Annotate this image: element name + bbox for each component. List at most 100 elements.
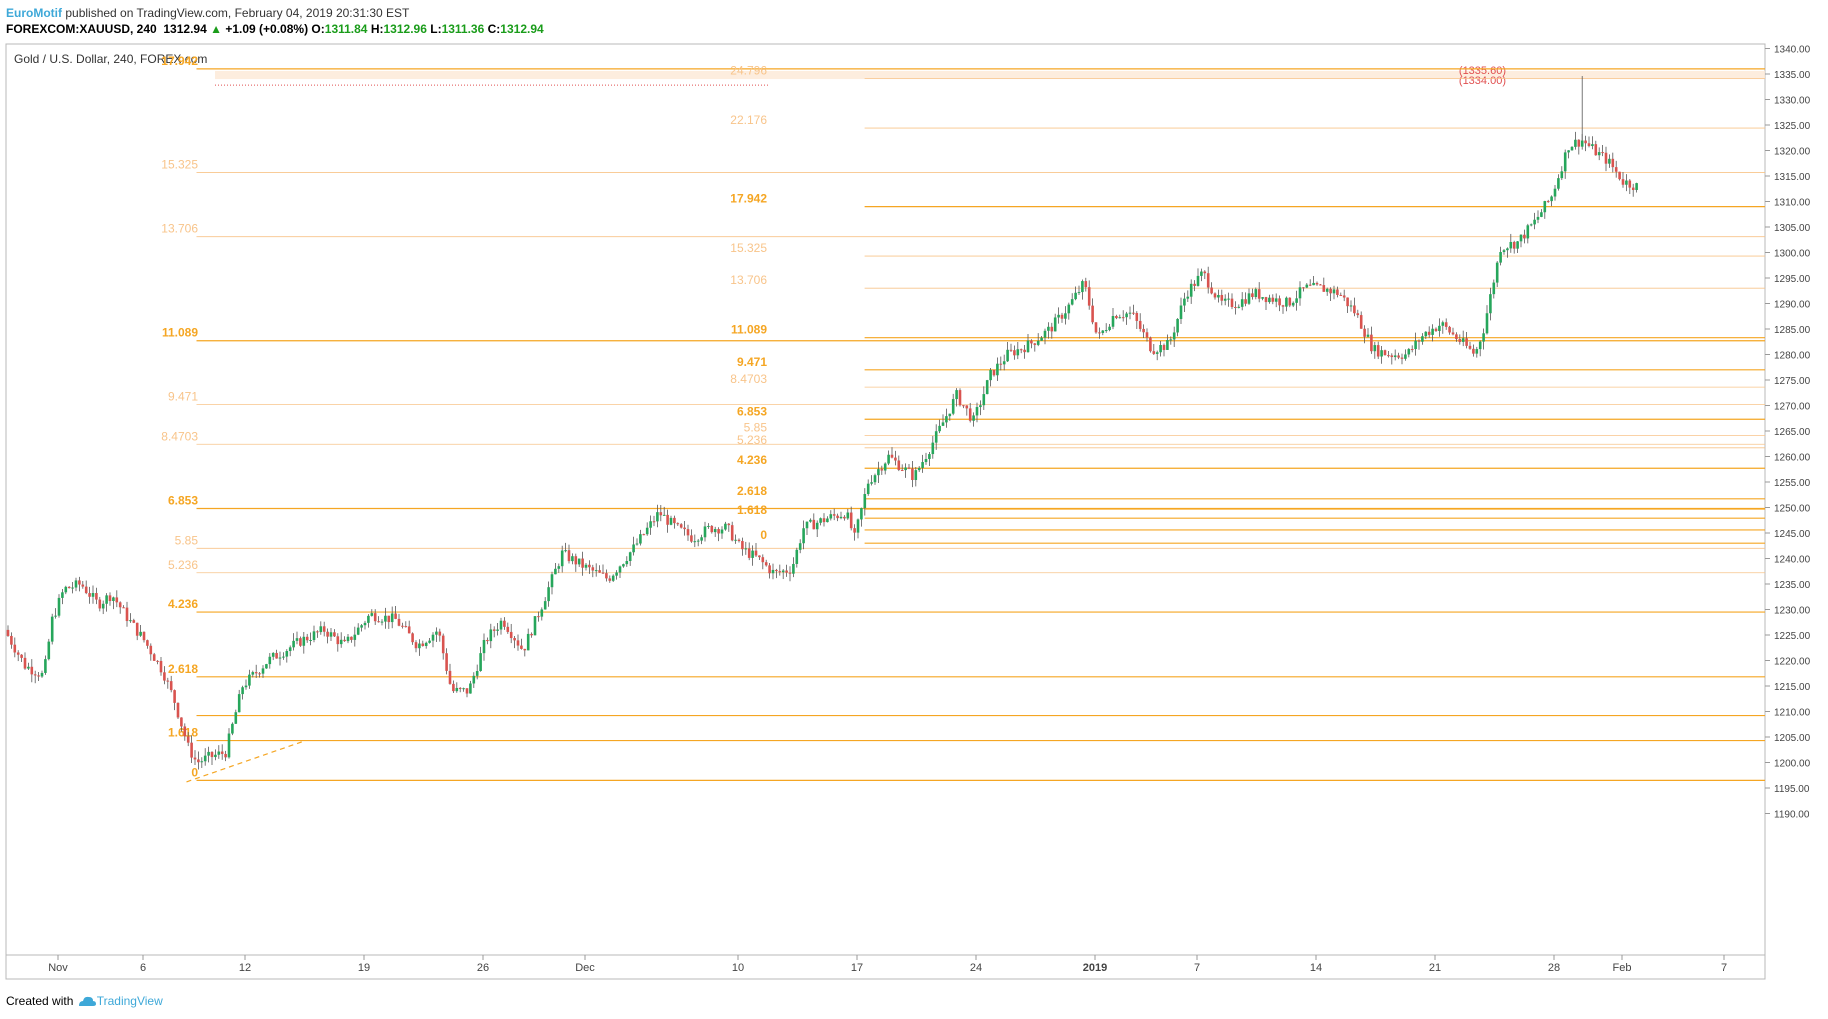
footer: Created with TradingView	[6, 994, 163, 1011]
candle-up	[924, 458, 928, 463]
fib-left-level-label: 11.089	[162, 326, 198, 340]
candle-down	[1098, 332, 1101, 334]
candle-up	[227, 733, 231, 758]
candle-down	[394, 613, 397, 619]
candle-up	[1196, 275, 1200, 286]
candle-down	[1281, 305, 1285, 307]
fib-right-level-label: 1.618	[737, 503, 767, 517]
candle-down	[686, 529, 690, 536]
candle-down	[84, 586, 88, 594]
candle-up	[329, 632, 333, 637]
candle-up	[829, 514, 833, 519]
candle-up	[809, 519, 812, 522]
candle-up	[71, 587, 74, 589]
y-tick-label: 1270.00	[1774, 402, 1811, 413]
fib-right-level-label: 24.796	[730, 64, 767, 78]
candle-up	[751, 550, 754, 558]
candle-up	[1268, 297, 1271, 303]
candle-up	[1560, 171, 1564, 179]
candle-down	[1302, 287, 1305, 289]
candle-down	[900, 469, 904, 471]
y-tick-label: 1205.00	[1774, 733, 1811, 744]
candle-down	[775, 569, 778, 572]
publisher-name[interactable]: EuroMotif	[6, 6, 62, 20]
candle-down	[6, 629, 10, 636]
candle-down	[326, 631, 329, 637]
candle-up	[724, 523, 727, 530]
y-tick-label: 1265.00	[1774, 427, 1811, 438]
candle-down	[673, 517, 676, 524]
candle-down	[210, 751, 214, 758]
candle-up	[792, 563, 795, 574]
candle-down	[1390, 355, 1394, 358]
candle-down	[20, 654, 23, 658]
candle-down	[1601, 152, 1604, 154]
candle-down	[1410, 349, 1414, 351]
candle-down	[843, 516, 846, 519]
candle-down	[1132, 312, 1135, 314]
candle-down	[679, 524, 683, 528]
candle-up	[1108, 326, 1111, 331]
candle-down	[95, 593, 98, 600]
candle-up	[251, 672, 255, 675]
candle-down	[509, 631, 513, 639]
candle-down	[1210, 287, 1213, 294]
candle-up	[1404, 354, 1407, 359]
candle-down	[1546, 201, 1550, 203]
tradingview-logo-text[interactable]: TradingView	[96, 994, 163, 1008]
candle-up	[356, 627, 360, 635]
candle-up	[1128, 312, 1132, 314]
candle-down	[163, 672, 166, 681]
candle-down	[1121, 317, 1125, 319]
candle-down	[778, 571, 782, 573]
candle-down	[486, 639, 489, 642]
candle-up	[996, 363, 999, 376]
candle-up	[339, 639, 343, 645]
candle-down	[343, 639, 346, 642]
candle-up	[846, 512, 850, 519]
candle-down	[407, 626, 411, 634]
candle-down	[30, 666, 34, 675]
candle-down	[169, 681, 173, 691]
candle-up	[771, 569, 775, 574]
candle-up	[1553, 188, 1557, 197]
candle-up	[1081, 281, 1084, 293]
candle-up	[1475, 349, 1479, 354]
candle-down	[764, 562, 768, 566]
candle-down	[1359, 315, 1363, 329]
x-tick-label: 17	[851, 962, 863, 974]
candle-down	[445, 653, 448, 671]
candle-up	[560, 550, 564, 567]
candle-up	[1295, 298, 1298, 303]
candle-down	[520, 645, 523, 649]
candle-up	[985, 380, 989, 395]
y-tick-label: 1200.00	[1774, 759, 1811, 770]
candle-up	[547, 587, 550, 602]
close-value: 1312.94	[500, 22, 544, 36]
candle-up	[554, 568, 557, 575]
candle-up	[1305, 284, 1309, 288]
candle-up	[866, 483, 870, 495]
candle-up	[1366, 334, 1370, 337]
candle-up	[418, 643, 421, 649]
candle-up	[1407, 349, 1411, 355]
y-tick-label: 1340.00	[1774, 45, 1811, 56]
low-label: L:	[430, 22, 442, 36]
candle-up	[618, 566, 622, 573]
fib-right-level-label: 22.176	[730, 113, 767, 127]
candle-up	[1217, 294, 1220, 298]
fib-left-level-label: 13.706	[161, 222, 198, 236]
x-tick-label: Nov	[48, 962, 68, 974]
x-tick-label: 7	[1721, 962, 1727, 974]
fib-left-level-label: 5.85	[175, 533, 199, 547]
open-label: O:	[311, 22, 325, 36]
candle-up	[1169, 339, 1173, 341]
change-arrow-icon: ▲	[210, 22, 222, 36]
price-change: +1.09 (+0.08%)	[225, 22, 309, 36]
candle-down	[98, 599, 102, 609]
candle-up	[594, 570, 598, 572]
candle-down	[1444, 322, 1448, 327]
candle-up	[781, 570, 785, 573]
y-tick-label: 1190.00	[1774, 810, 1810, 821]
